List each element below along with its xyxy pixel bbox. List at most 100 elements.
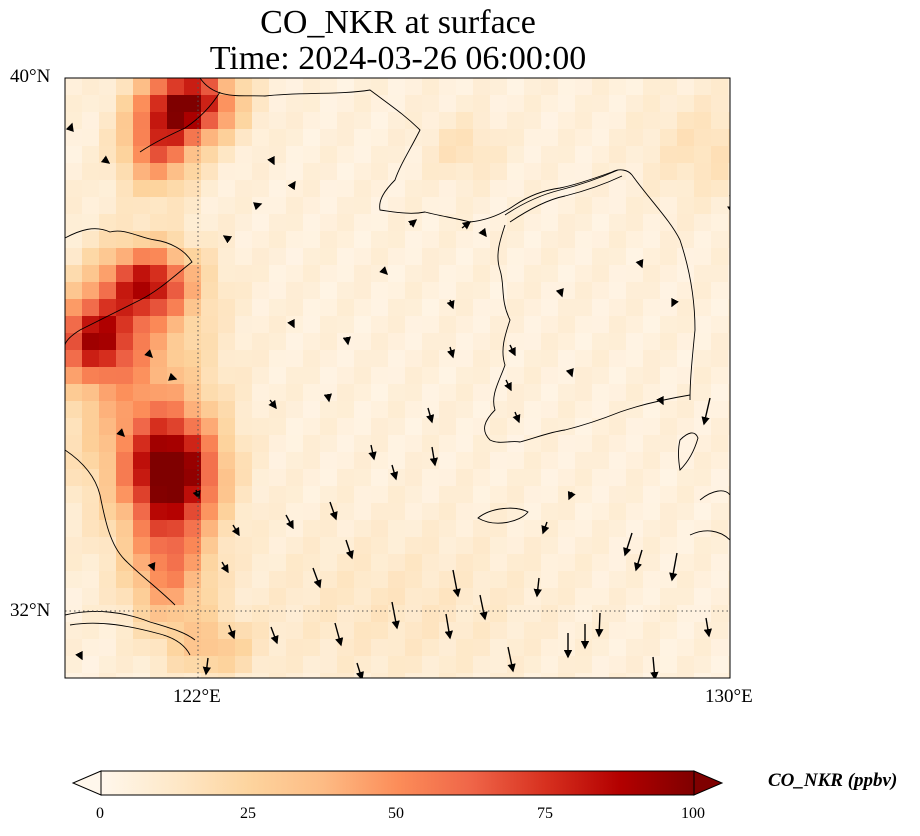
- field-cell: [82, 299, 100, 317]
- field-cell: [235, 486, 253, 504]
- field-cell: [422, 673, 440, 678]
- wind-arrow: [512, 411, 521, 424]
- field-cell: [677, 333, 695, 351]
- field-cell: [694, 367, 712, 385]
- field-cell: [320, 622, 338, 640]
- field-cell: [218, 605, 236, 623]
- field-cell: [711, 673, 729, 678]
- field-cell: [694, 673, 712, 678]
- field-cell: [626, 112, 644, 130]
- wind-arrow: [287, 180, 296, 191]
- field-cell: [643, 78, 661, 96]
- field-cell: [116, 401, 134, 419]
- field-cell: [388, 248, 406, 266]
- field-cell: [405, 503, 423, 521]
- field-cell: [660, 418, 678, 436]
- field-cell: [677, 316, 695, 334]
- field-cell: [507, 78, 525, 96]
- field-cell: [388, 571, 406, 589]
- field-cell: [643, 299, 661, 317]
- field-cell: [643, 639, 661, 657]
- wind-arrow: [565, 368, 574, 378]
- field-cell: [303, 605, 321, 623]
- field-cell: [320, 333, 338, 351]
- field-cell: [422, 418, 440, 436]
- colorbar-gradient: [101, 771, 694, 795]
- field-cell: [728, 503, 730, 521]
- field-cell: [82, 469, 100, 487]
- field-cell: [592, 503, 610, 521]
- field-cell: [456, 129, 474, 147]
- field-cell: [711, 418, 729, 436]
- field-cell: [575, 384, 593, 402]
- field-cell: [558, 554, 576, 572]
- field-cell: [167, 350, 185, 368]
- field-cell: [422, 180, 440, 198]
- field-cell: [286, 486, 304, 504]
- field-cell: [269, 95, 287, 113]
- wind-arrow: [202, 657, 212, 676]
- field-cell: [439, 129, 457, 147]
- field-cell: [286, 452, 304, 470]
- field-cell: [150, 605, 168, 623]
- field-cell: [439, 384, 457, 402]
- field-cell: [541, 146, 559, 164]
- field-cell: [728, 180, 730, 198]
- field-cell: [337, 78, 355, 96]
- field-cell: [150, 656, 168, 674]
- field-cell: [456, 214, 474, 232]
- field-cell: [473, 214, 491, 232]
- field-cell: [490, 622, 508, 640]
- field-cell: [133, 197, 151, 215]
- field-cell: [507, 163, 525, 181]
- field-cell: [252, 520, 270, 538]
- field-cell: [609, 486, 627, 504]
- field-cell: [184, 503, 202, 521]
- field-cell: [150, 248, 168, 266]
- field-cell: [456, 401, 474, 419]
- field-cell: [439, 486, 457, 504]
- field-cell: [116, 673, 134, 678]
- field-cell: [82, 95, 100, 113]
- field-cell: [456, 571, 474, 589]
- field-cell: [286, 418, 304, 436]
- field-cell: [643, 265, 661, 283]
- field-cell: [201, 503, 219, 521]
- field-cell: [609, 214, 627, 232]
- field-cell: [133, 537, 151, 555]
- field-cell: [303, 537, 321, 555]
- field-cell: [286, 112, 304, 130]
- field-cell: [388, 503, 406, 521]
- field-cell: [490, 384, 508, 402]
- field-cell: [269, 248, 287, 266]
- field-cell: [320, 367, 338, 385]
- field-cell: [711, 180, 729, 198]
- field-cell: [422, 197, 440, 215]
- field-cell: [371, 588, 389, 606]
- wind-arrow: [650, 656, 659, 678]
- field-cell: [354, 520, 372, 538]
- field-cell: [643, 180, 661, 198]
- wind-arrow: [446, 346, 456, 359]
- field-cell: [660, 639, 678, 657]
- field-cell: [82, 571, 100, 589]
- field-cell: [694, 520, 712, 538]
- field-cell: [422, 95, 440, 113]
- field-cell: [524, 265, 542, 283]
- field-cell: [643, 231, 661, 249]
- field-cell: [558, 503, 576, 521]
- field-cell: [65, 112, 83, 130]
- field-cell: [269, 418, 287, 436]
- field-cell: [711, 503, 729, 521]
- field-cell: [235, 673, 253, 678]
- field-cell: [575, 639, 593, 657]
- field-cell: [609, 673, 627, 678]
- field-cell: [303, 673, 321, 678]
- field-cell: [507, 180, 525, 198]
- field-cell: [711, 452, 729, 470]
- field-cell: [490, 571, 508, 589]
- field-cell: [490, 197, 508, 215]
- field-cell: [592, 78, 610, 96]
- field-cell: [167, 605, 185, 623]
- field-cell: [303, 180, 321, 198]
